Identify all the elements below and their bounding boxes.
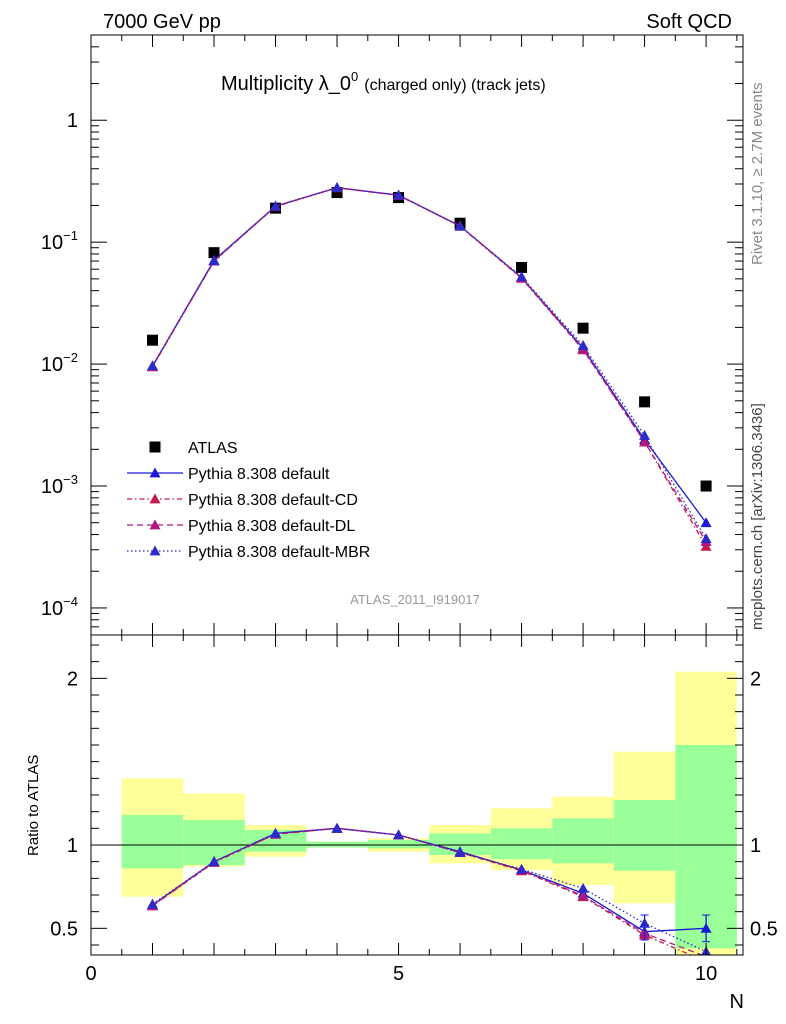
stat-band xyxy=(429,833,491,855)
stat-band xyxy=(244,830,307,852)
ratio-point xyxy=(577,890,589,901)
mc-point xyxy=(208,255,220,266)
ratio-y-tick-label-right: 0.5 xyxy=(750,918,778,940)
data-point xyxy=(208,247,220,259)
title-main: Multiplicity λ_0 xyxy=(221,73,351,95)
rivet-label: Rivet 3.1.10, ≥ 2.7M events xyxy=(749,83,766,266)
mc-line xyxy=(151,186,707,540)
title-tail: (charged only) (track jets) xyxy=(364,77,545,94)
x-axis-label: N xyxy=(730,991,744,1013)
analysis-watermark: ATLAS_2011_I919017 xyxy=(350,592,480,607)
mcplots-label: mcplots.cern.ch [arXiv:1306.3436] xyxy=(749,403,766,630)
ratio-y-tick-label-right: 1 xyxy=(750,835,761,857)
ratio-y-tick-label: 0.5 xyxy=(50,918,78,940)
ratio-line xyxy=(152,827,693,955)
header-process-label: Soft QCD xyxy=(646,11,732,33)
ratio-line xyxy=(152,827,707,953)
title-superscript: 0 xyxy=(351,69,358,84)
ratio-point xyxy=(208,856,220,867)
mc-point xyxy=(454,220,466,231)
header-energy-label: 7000 GeV pp xyxy=(103,11,221,33)
data-point xyxy=(577,322,589,334)
ratio-y-tick-label: 2 xyxy=(67,668,78,690)
mc-point xyxy=(639,436,651,447)
legend-label: Pythia 8.308 default-DL xyxy=(188,518,355,535)
legend-marker xyxy=(149,519,161,530)
y-tick-label: 10−3 xyxy=(41,472,78,498)
x-tick-label: 0 xyxy=(85,963,96,985)
legend-label: Pythia 8.308 default-CD xyxy=(188,492,358,509)
legend-label: ATLAS xyxy=(188,440,238,457)
stat-band xyxy=(552,818,614,864)
stat-band xyxy=(613,800,676,871)
y-tick-label: 10−2 xyxy=(41,350,78,376)
data-point xyxy=(700,480,712,492)
y-tick-label: 10−4 xyxy=(41,594,78,620)
ratio-y-axis-label: Ratio to ATLAS xyxy=(25,755,42,856)
ratio-point xyxy=(393,829,405,840)
mc-point xyxy=(393,189,405,200)
x-tick-label: 5 xyxy=(393,963,404,985)
data-point xyxy=(639,396,651,408)
ratio-y-tick-label: 1 xyxy=(67,835,78,857)
ratio-point xyxy=(516,863,528,874)
legend-marker xyxy=(149,493,161,504)
stat-band xyxy=(121,815,184,869)
mc-point xyxy=(577,340,589,350)
legend-marker xyxy=(149,467,161,478)
stat-band xyxy=(675,745,737,949)
legend-square xyxy=(149,441,161,453)
data-point xyxy=(516,261,528,273)
legend-marker xyxy=(149,545,161,556)
stat-band xyxy=(367,840,430,849)
x-tick-label: 10 xyxy=(695,963,717,985)
y-tick-label: 10−1 xyxy=(41,228,78,254)
mc-point xyxy=(639,429,651,440)
mc-point xyxy=(270,200,282,211)
ratio-y-tick-label-right: 2 xyxy=(750,668,761,690)
y-tick-label: 1 xyxy=(67,110,78,132)
stat-band xyxy=(490,828,553,860)
data-point xyxy=(147,334,159,346)
legend-label: Pythia 8.308 default xyxy=(188,466,330,483)
chart-title: Multiplicity λ_00 (charged only) (track j… xyxy=(221,69,546,95)
ratio-point xyxy=(577,882,589,893)
ratio-point xyxy=(331,822,343,833)
mc-point xyxy=(700,517,712,528)
mc-point xyxy=(331,182,343,193)
data-point xyxy=(331,187,343,199)
mc-point xyxy=(516,271,528,282)
ratio-point xyxy=(454,847,466,857)
mc-point xyxy=(147,360,159,371)
ratio-point xyxy=(270,827,282,838)
ratio-point xyxy=(147,898,159,909)
legend-label: Pythia 8.308 default-MBR xyxy=(188,544,370,561)
mc-point xyxy=(700,533,712,544)
